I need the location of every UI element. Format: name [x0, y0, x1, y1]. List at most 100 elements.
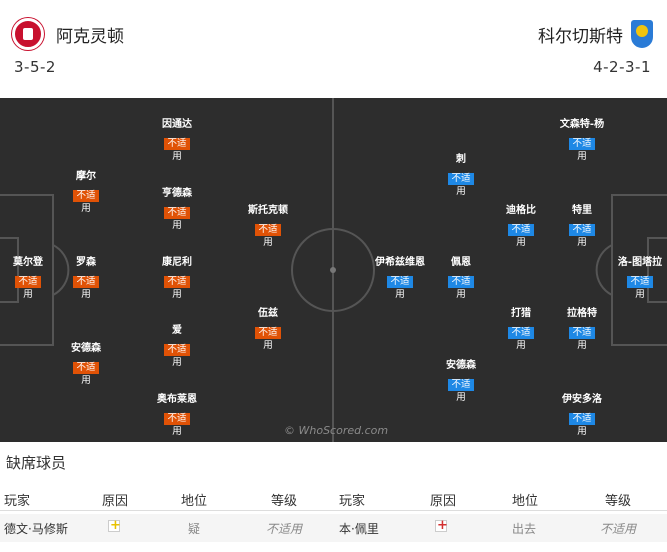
player-name: 摩尔: [76, 171, 96, 182]
player-status-badge: 不适: [569, 138, 595, 150]
home-player-card[interactable]: 莫尔登 不适 用: [0, 256, 68, 301]
missing-players-section: 缺席球员 玩家 原因 地位 等级 玩家 原因 地位 等级 德文·马修斯 疑 不适…: [0, 442, 667, 552]
away-player-card[interactable]: 佩恩 不适 用: [421, 256, 501, 301]
player-name: 打猎: [511, 308, 531, 319]
player-status-suffix: 用: [516, 237, 526, 248]
player-status-suffix: 用: [172, 151, 182, 162]
player-status-badge: 不适: [73, 190, 99, 202]
player-name: 康尼利: [162, 257, 192, 268]
player-status-badge: 不适: [508, 327, 534, 339]
player-status-badge: 不适: [387, 276, 413, 288]
home-missing-player[interactable]: 德文·马修斯: [4, 522, 68, 536]
home-player-card[interactable]: 罗森 不适 用: [46, 256, 126, 301]
player-status-badge: 不适: [164, 276, 190, 288]
away-player-card[interactable]: 文森特-杨 不适 用: [542, 118, 622, 163]
yellow-card-icon: [108, 518, 121, 533]
away-missing-player[interactable]: 本·佩里: [339, 522, 379, 536]
player-name: 佩恩: [451, 257, 471, 268]
player-status-badge: 不适: [569, 413, 595, 425]
player-status-badge: 不适: [164, 207, 190, 219]
away-player-card[interactable]: 打猎 不适 用: [481, 307, 561, 352]
home-player-card[interactable]: 伍兹 不适 用: [228, 307, 308, 352]
away-missing-level: 不适用: [600, 522, 637, 536]
player-status-badge: 不适: [569, 224, 595, 236]
away-formation: 4-2-3-1: [593, 58, 651, 76]
home-player-card[interactable]: 摩尔 不适 用: [46, 170, 126, 215]
player-status-suffix: 用: [81, 289, 91, 300]
player-name: 安德森: [71, 343, 101, 354]
col-header-status: 地位: [512, 494, 539, 509]
player-name: 拉格特: [567, 308, 597, 319]
col-header-reason: 原因: [430, 494, 457, 509]
player-name: 特里: [572, 205, 592, 216]
col-header-player: 玩家: [339, 494, 366, 509]
home-player-card[interactable]: 亨德森 不适 用: [137, 187, 217, 232]
home-formation: 3-5-2: [14, 58, 56, 76]
missing-players-title: 缺席球员: [6, 454, 67, 472]
player-status-badge: 不适: [73, 362, 99, 374]
player-status-suffix: 用: [172, 426, 182, 437]
player-name: 伍兹: [258, 308, 278, 319]
home-missing-level: 不适用: [266, 522, 303, 536]
player-status-suffix: 用: [577, 340, 587, 351]
red-cross-icon: [435, 518, 448, 533]
player-name: 奥布莱恩: [157, 394, 197, 405]
table-row: [0, 514, 667, 542]
player-status-suffix: 用: [172, 220, 182, 231]
player-status-suffix: 用: [577, 151, 587, 162]
player-status-badge: 不适: [508, 224, 534, 236]
player-status-suffix: 用: [172, 289, 182, 300]
home-team-badge-icon: [12, 18, 44, 50]
col-header-player: 玩家: [4, 494, 31, 509]
player-status-badge: 不适: [73, 276, 99, 288]
col-header-status: 地位: [181, 494, 208, 509]
away-player-card[interactable]: 伊安多洛 不适 用: [542, 393, 622, 438]
player-status-badge: 不适: [448, 379, 474, 391]
player-status-badge: 不适: [448, 276, 474, 288]
player-status-badge: 不适: [627, 276, 653, 288]
home-player-card[interactable]: 奥布莱恩 不适 用: [137, 393, 217, 438]
home-missing-status: 疑: [188, 522, 201, 536]
player-status-suffix: 用: [23, 289, 33, 300]
player-name: 文森特-杨: [559, 119, 605, 130]
home-player-card[interactable]: 安德森 不适 用: [46, 342, 126, 387]
player-status-suffix: 用: [263, 237, 273, 248]
home-player-card[interactable]: 斯托克顿 不适 用: [228, 204, 308, 249]
col-header-reason: 原因: [102, 494, 129, 509]
away-player-card[interactable]: 安德森 不适 用: [421, 359, 501, 404]
away-player-card[interactable]: 刺 不适 用: [421, 153, 501, 198]
player-name: 莫尔登: [13, 257, 43, 268]
player-status-suffix: 用: [456, 289, 466, 300]
player-name: 安德森: [446, 360, 476, 371]
pitch-lines: [0, 98, 667, 442]
player-status-suffix: 用: [516, 340, 526, 351]
player-name: 爱: [172, 325, 182, 336]
home-player-card[interactable]: 因通达 不适 用: [137, 118, 217, 163]
away-player-card[interactable]: 迪格比 不适 用: [481, 204, 561, 249]
away-player-card[interactable]: 拉格特 不适 用: [542, 307, 622, 352]
player-status-suffix: 用: [395, 289, 405, 300]
player-status-badge: 不适: [569, 327, 595, 339]
away-player-card[interactable]: 洛-图塔拉 不适 用: [600, 256, 667, 301]
player-name: 因通达: [162, 119, 192, 130]
player-status-suffix: 用: [456, 392, 466, 403]
whoscored-watermark: © WhoScored.com: [284, 424, 389, 437]
player-status-badge: 不适: [255, 224, 281, 236]
home-player-card[interactable]: 康尼利 不适 用: [137, 256, 217, 301]
away-team-name[interactable]: 科尔切斯特: [538, 27, 623, 47]
player-name: 洛-图塔拉: [617, 257, 663, 268]
player-name: 刺: [456, 154, 466, 165]
player-name: 伊希兹维恩: [375, 257, 425, 268]
player-status-suffix: 用: [577, 426, 587, 437]
player-status-suffix: 用: [635, 289, 645, 300]
table-divider: [0, 510, 667, 511]
player-status-suffix: 用: [81, 375, 91, 386]
home-player-card[interactable]: 爱 不适 用: [137, 324, 217, 369]
home-team-name[interactable]: 阿克灵顿: [56, 27, 124, 47]
player-status-badge: 不适: [448, 173, 474, 185]
away-player-card[interactable]: 特里 不适 用: [542, 204, 622, 249]
player-name: 罗森: [76, 257, 96, 268]
col-header-level: 等级: [605, 494, 632, 509]
away-player-card[interactable]: 伊希兹维恩 不适 用: [360, 256, 440, 301]
player-status-suffix: 用: [81, 203, 91, 214]
